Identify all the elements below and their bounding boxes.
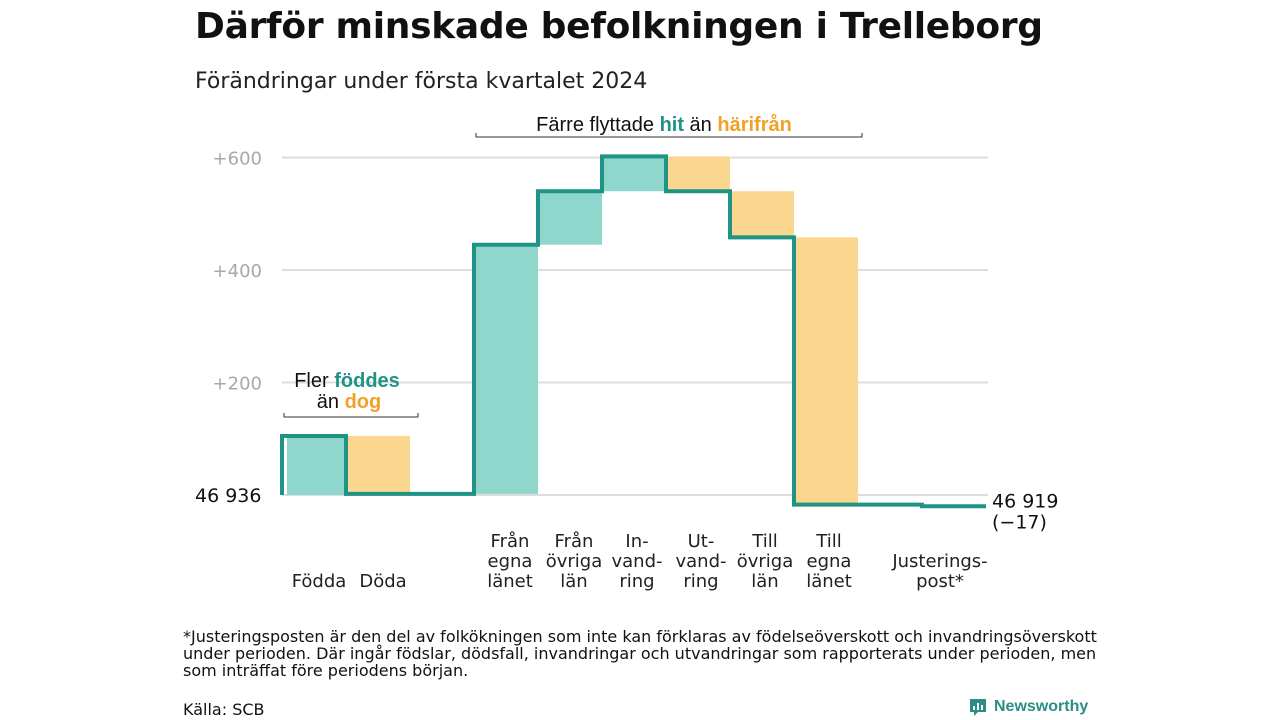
xlabel-fran-egna-lanet: Från egna länet [487, 531, 533, 592]
xlabel-justeringspost: Justerings-post* [892, 551, 988, 592]
source: Källa: SCB [183, 700, 265, 719]
newsworthy-logo-text: Newsworthy [994, 698, 1089, 715]
footnote: *Justeringsposten är den del av folkökni… [183, 627, 1097, 680]
newsworthy-logo: Newsworthy [968, 697, 1088, 717]
chart-title: Därför minskade befolkningen i Trellebor… [195, 6, 1043, 47]
moves-annotation: Färre flyttade hit än härifrån [536, 113, 792, 136]
end-change-label: (−17) [992, 511, 1047, 533]
births-annotation-line1: Fler föddes [294, 370, 400, 392]
xlabel-utvandring: Ut-vand-ring [675, 531, 727, 592]
newsworthy-logo-icon [970, 699, 986, 716]
births-annotation-line2: än dog [317, 391, 381, 413]
xlabel-doda: Döda [359, 571, 407, 592]
cumulative-step-line [280, 154, 986, 509]
xlabel-fodda: Födda [291, 571, 347, 592]
chart-subtitle: Förändringar under första kvartalet 2024 [195, 69, 648, 94]
waterfall-bar [346, 435, 410, 494]
waterfall-bar [794, 237, 858, 505]
births-bracket [283, 413, 419, 418]
waterfall-bar [730, 191, 794, 238]
waterfall-chart: +200 +400 +600 46 936 46 919(−17) Fler föddes… [195, 113, 1058, 533]
waterfall-bar [666, 156, 730, 192]
waterfall-bar [538, 191, 602, 245]
xlabel-invandring: In-vand-ring [611, 531, 663, 592]
xlabel-till-egna-lanet: Till egna länet [806, 531, 852, 592]
waterfall-bar [287, 435, 346, 495]
xlabel-till-ovriga-lan: Till övriga län [736, 531, 794, 592]
waterfall-bar [474, 244, 538, 494]
y-tick-label: +600 [213, 149, 262, 170]
end-value-label: 46 919 [992, 490, 1058, 512]
moves-bracket [475, 133, 863, 138]
start-value-label: 46 936 [195, 485, 261, 507]
y-tick-label: +200 [213, 374, 262, 395]
waterfall-bar [602, 156, 666, 192]
y-tick-label: +400 [213, 261, 262, 282]
xlabel-fran-ovriga-lan: Från övriga län [545, 531, 603, 592]
